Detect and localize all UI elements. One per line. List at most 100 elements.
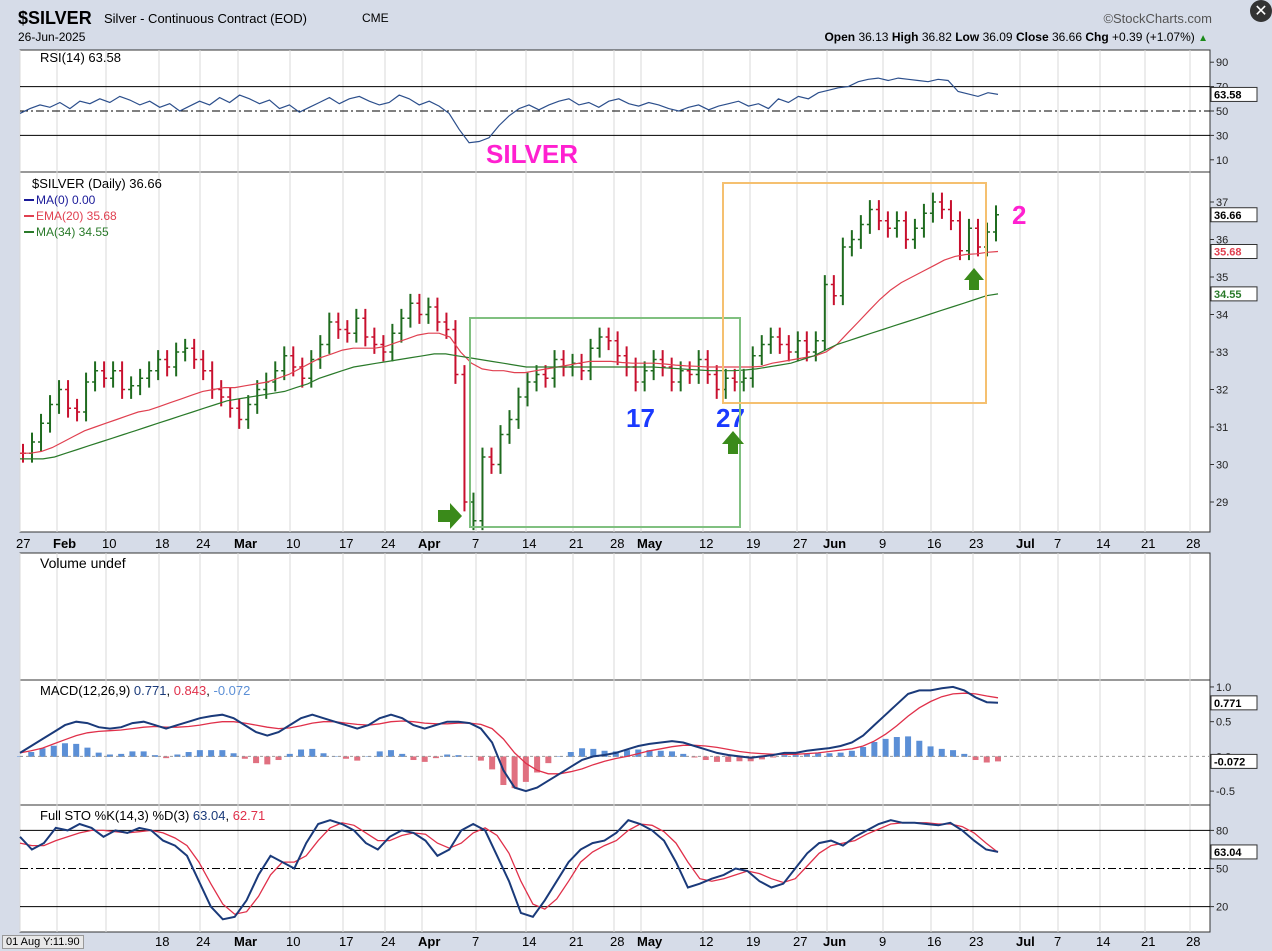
- macd-histogram-bar: [725, 756, 732, 762]
- low-value: 36.09: [982, 30, 1013, 44]
- x-tick-main: 9: [879, 536, 886, 551]
- macd-histogram-bar: [556, 756, 563, 757]
- volume-panel: Volume undef: [40, 555, 126, 571]
- rsi-legend: RSI(14) 63.58: [40, 50, 121, 65]
- macd-histogram-bar: [309, 748, 316, 757]
- panel-frames: [19, 49, 1211, 933]
- rsi-ytick-label: 30: [1216, 130, 1228, 142]
- macd-histogram-bar: [432, 756, 439, 759]
- x-tick-bottom: 28: [1186, 934, 1200, 949]
- macd-histogram-bar: [803, 753, 810, 757]
- macd-line: [19, 685, 999, 793]
- macd-histogram-bar: [770, 756, 777, 758]
- x-tick-main: 17: [339, 536, 353, 551]
- x-tick-bottom: Jul: [1016, 934, 1035, 949]
- macd-histogram-bar: [320, 753, 327, 757]
- macd-histogram-bar: [219, 750, 226, 757]
- rsi-ytick-label: 10: [1216, 155, 1228, 167]
- up-triangle-icon: ▲: [1198, 33, 1208, 44]
- macd-histogram-bar: [848, 750, 855, 757]
- price-ytick-label: 37: [1216, 197, 1228, 209]
- series-last-value-2: 34.55: [1214, 289, 1242, 301]
- macd-histogram-bar: [376, 751, 383, 757]
- x-tick-main: 16: [927, 536, 941, 551]
- macd-histogram-bar: [905, 736, 912, 757]
- macd-histogram-bar: [669, 751, 675, 757]
- macd-histogram-bar: [230, 753, 237, 757]
- macd-histogram-bar: [680, 753, 687, 757]
- macd-histogram-bar: [972, 756, 979, 761]
- rsi-line: [19, 77, 999, 144]
- symbol-title: $SILVER: [18, 8, 92, 28]
- macd-histogram-bar: [196, 750, 203, 757]
- macd-histogram-bar: [950, 750, 957, 757]
- price-ytick-label: 34: [1216, 310, 1228, 322]
- macd-legend-sep2: ,: [206, 683, 213, 698]
- macd-histogram-bar: [343, 756, 349, 759]
- x-tick-bottom: 27: [793, 934, 807, 949]
- macd-histogram-bar: [601, 750, 608, 757]
- macd-histogram-bar: [893, 737, 900, 757]
- x-tick-main: Mar: [234, 536, 257, 551]
- macd-histogram-bar: [579, 748, 586, 757]
- open-value: 36.13: [858, 30, 889, 44]
- close-label: Close: [1015, 30, 1049, 44]
- legend-series-1: EMA(20) 35.68: [36, 209, 117, 223]
- macd-histogram-bar: [444, 754, 451, 757]
- macd-ytick-label: 0.5: [1216, 717, 1231, 729]
- silver-title-annotation: SILVER: [486, 139, 578, 169]
- macd-last-value: 0.771: [1214, 698, 1242, 710]
- macd-histogram-bar: [39, 748, 46, 757]
- x-tick-main: Jul: [1016, 536, 1035, 551]
- macd-histogram-bar: [624, 750, 631, 757]
- macd-ytick-label: -0.5: [1216, 786, 1235, 798]
- legend-series-2: MA(34) 34.55: [36, 225, 109, 239]
- price-ytick-label: 36: [1216, 235, 1228, 247]
- x-tick-bottom: 21: [569, 934, 583, 949]
- price-legend: $SILVER (Daily) 36.66: [32, 176, 162, 191]
- stoch-last-value: 63.04: [1214, 847, 1242, 859]
- close-icon[interactable]: ✕: [1250, 0, 1272, 22]
- high-value: 36.82: [921, 30, 952, 44]
- stoch-last-value-box: [1210, 844, 1258, 860]
- macd-legend-hist: -0.072: [213, 683, 250, 698]
- macd-histogram-bar: [545, 756, 552, 764]
- x-tick-bottom: 7: [1054, 934, 1061, 949]
- macd-histogram-bar: [185, 752, 192, 757]
- macd-histogram-bar: [163, 756, 170, 759]
- macd-ytick-label: 1.0: [1216, 682, 1231, 694]
- macd-histogram-bar: [691, 756, 698, 758]
- macd-histogram-bar: [612, 751, 619, 757]
- macd-histogram-bar: [860, 747, 867, 757]
- price-current-value-box: [1210, 207, 1258, 223]
- x-tick-bottom: 16: [927, 934, 941, 949]
- x-tick-main: 24: [196, 536, 210, 551]
- series-last-value-1-box: [1210, 244, 1258, 259]
- arrow-up-icon: [722, 431, 744, 454]
- macd-histogram-bar: [815, 753, 822, 757]
- x-tick-bottom: 19: [746, 934, 760, 949]
- macd-histogram-bar: [399, 753, 406, 757]
- high-label: High: [891, 30, 919, 44]
- x-tick-main: 27: [16, 536, 30, 551]
- macd-histogram-bar: [477, 756, 484, 761]
- macd-histogram-bar: [713, 756, 720, 762]
- macd-histogram-bar: [387, 750, 394, 757]
- stoch-legend-d: 62.71: [233, 808, 266, 823]
- macd-histogram-bar: [410, 756, 417, 761]
- x-tick-main: Jun: [823, 536, 846, 551]
- rsi-ytick-label: 90: [1216, 57, 1228, 69]
- macd-histogram-bar: [73, 743, 80, 757]
- x-tick-bottom: 21: [1141, 934, 1155, 949]
- x-tick-bottom: 14: [522, 934, 536, 949]
- x-tick-main: May: [637, 536, 663, 551]
- macd-histogram-bar: [421, 756, 428, 762]
- status-readout: 01 Aug Y:11.90: [2, 935, 84, 949]
- stoch-ytick-label: 50: [1216, 864, 1228, 876]
- macd-histogram-bar: [298, 749, 305, 757]
- macd-signal-line: [19, 692, 999, 775]
- macd-last-value-box: [1210, 695, 1258, 711]
- brand-text[interactable]: ©StockCharts.com: [1103, 11, 1212, 26]
